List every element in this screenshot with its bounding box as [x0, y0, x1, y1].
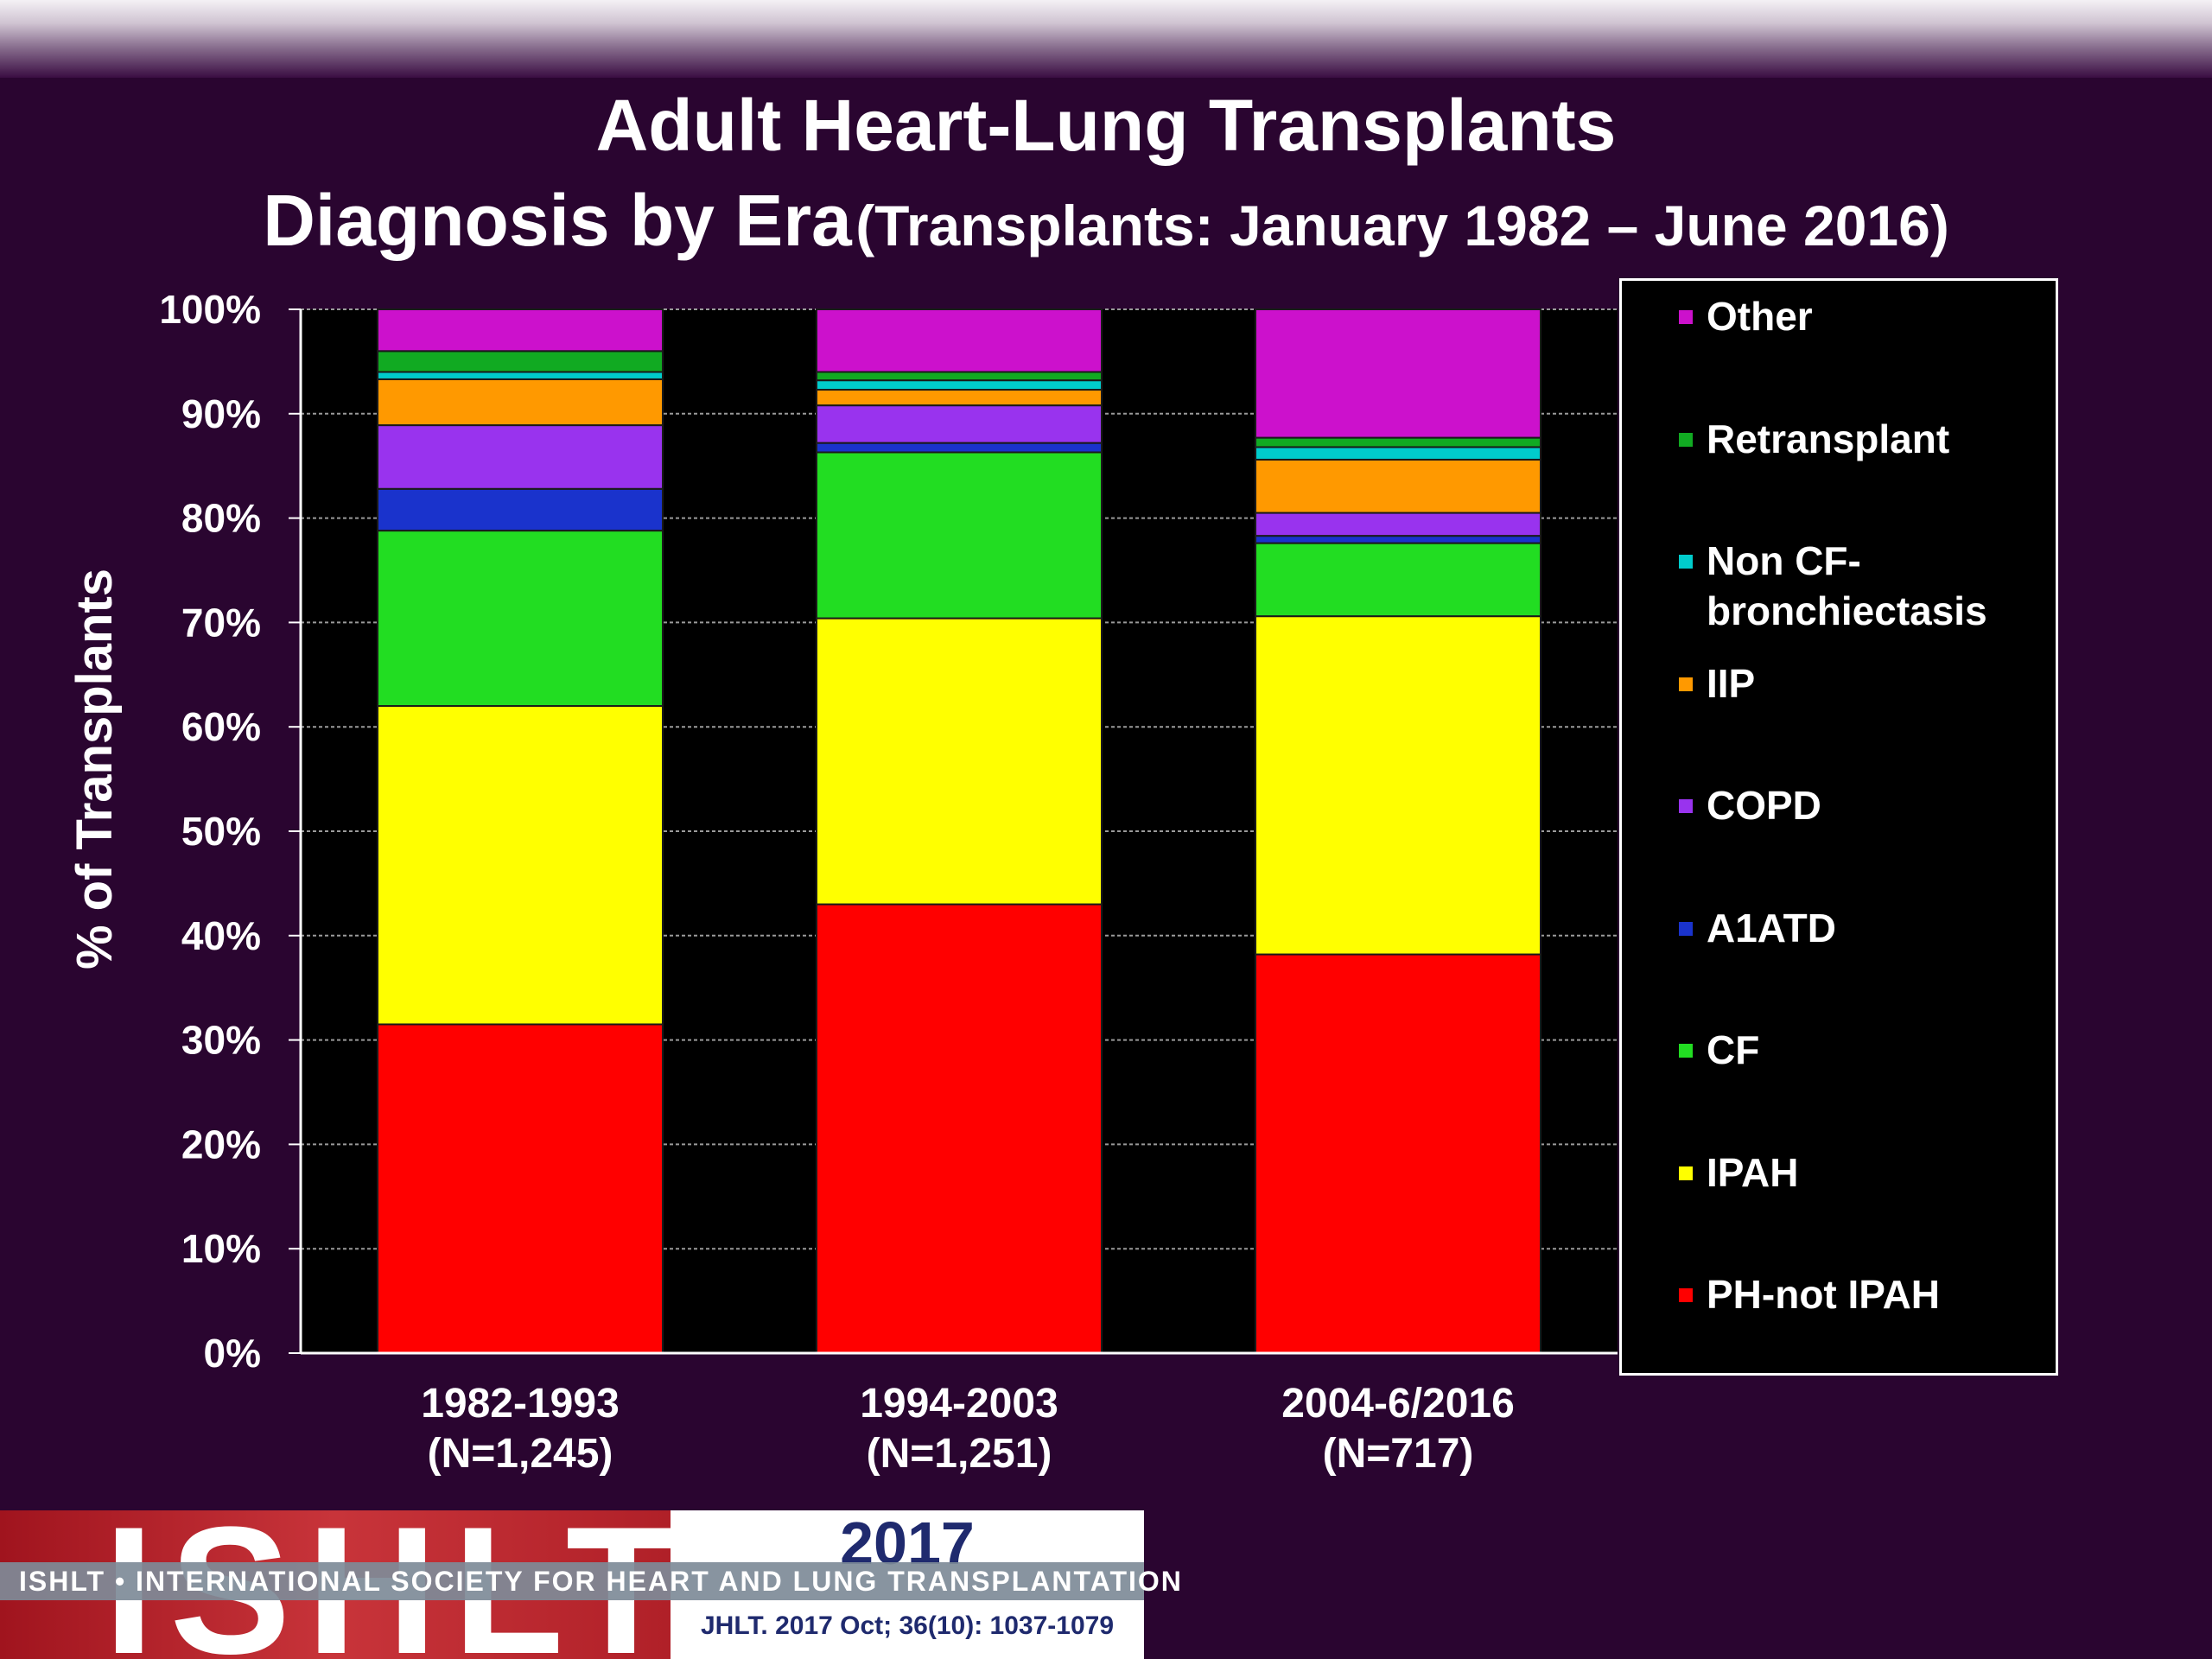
bar-segment: [1255, 512, 1541, 537]
y-tick-label: 90%: [181, 391, 261, 436]
stacked-bar-chart: 0% 10% 20% 30% 40% 50% 60% 70% 80% 90% 100% 1982-19…: [159, 287, 1618, 1477]
footer-society-name: ISHLT • INTERNATIONAL SOCIETY FOR HEART …: [19, 1566, 1183, 1597]
bar-segment: [816, 379, 1103, 391]
chart-subtitle-main: Diagnosis by Era: [263, 180, 852, 261]
x-tick-label: 1982-1993: [421, 1381, 620, 1427]
legend-swatch: [1679, 310, 1693, 324]
bar-segment: [816, 389, 1103, 407]
x-tick-label: 1994-2003: [860, 1381, 1058, 1427]
legend-swatch: [1679, 1166, 1693, 1180]
x-tick-label: (N=717): [1323, 1431, 1474, 1477]
chart-title: Adult Heart-Lung Transplants: [595, 85, 1617, 166]
y-tick-label: 10%: [181, 1226, 261, 1271]
bar-segment: [377, 350, 664, 373]
bar-segment: [1255, 615, 1541, 956]
bar-segment: [377, 308, 664, 353]
legend-label: Retransplant: [1707, 416, 1950, 461]
bar-segment: [377, 530, 664, 708]
legend-swatch: [1679, 921, 1693, 936]
chart-subtitle-range: (Transplants: January 1982 – June 2016): [855, 194, 1949, 257]
y-tick-label: 0%: [204, 1331, 261, 1376]
y-tick-label: 30%: [181, 1018, 261, 1063]
legend-swatch: [1679, 1044, 1693, 1058]
x-tick-label: (N=1,245): [428, 1431, 613, 1477]
bar-segment: [1255, 446, 1541, 461]
bar-segment: [377, 371, 664, 380]
footer-citation: JHLT. 2017 Oct; 36(10): 1037-1079: [700, 1611, 1115, 1640]
bar-segment: [377, 424, 664, 490]
legend-label: Other: [1707, 294, 1813, 339]
footer-band: [0, 1562, 1144, 1600]
y-tick-label: 50%: [181, 809, 261, 854]
y-tick-label: 60%: [181, 704, 261, 749]
bar-segment: [377, 1023, 664, 1354]
bar-segment: [816, 903, 1103, 1355]
bar-segment: [816, 451, 1103, 620]
bar-segment: [816, 371, 1103, 382]
legend-label: CF: [1707, 1027, 1760, 1072]
y-tick-label: 40%: [181, 913, 261, 958]
bar-segment: [1255, 542, 1541, 618]
x-tick-label: 2004-6/2016: [1281, 1381, 1515, 1427]
slide-top-band: [0, 0, 2212, 78]
y-tick-label: 70%: [181, 600, 261, 645]
y-tick-label: 80%: [181, 496, 261, 541]
legend-label: IIP: [1707, 660, 1756, 706]
y-tick-label: 20%: [181, 1122, 261, 1166]
legend-label: PH-not IPAH: [1707, 1272, 1941, 1317]
legend-swatch: [1679, 799, 1693, 813]
y-tick-label: 100%: [159, 287, 261, 332]
bar-segment: [816, 308, 1103, 373]
legend-swatch: [1679, 677, 1693, 691]
legend-label: IPAH: [1707, 1149, 1799, 1195]
legend-label: COPD: [1707, 783, 1821, 828]
bar-segment: [377, 487, 664, 532]
legend-label: A1ATD: [1707, 905, 1836, 950]
legend-label: Non CF-bronchiectasis: [1707, 538, 1987, 633]
bar-segment: [816, 617, 1103, 906]
bar-segment: [816, 404, 1103, 444]
x-tick-label: (N=1,251): [867, 1431, 1052, 1477]
legend-swatch: [1679, 432, 1693, 447]
bar-segment: [377, 378, 664, 427]
bar-segment: [816, 442, 1103, 454]
bar-segment: [1255, 458, 1541, 514]
chart-subtitle: Diagnosis by Era (Transplants: January 1…: [0, 177, 2212, 285]
chart-legend: Other Retransplant Non CF-bronchiectasis II…: [1619, 278, 2058, 1376]
bar-segment: [1255, 436, 1541, 448]
legend-swatch: [1679, 1288, 1693, 1302]
legend-swatch: [1679, 555, 1693, 569]
bar-segment: [377, 705, 664, 1026]
bar-segment: [1255, 953, 1541, 1354]
bar-segment: [1255, 308, 1541, 439]
bar-segment: [1255, 535, 1541, 544]
